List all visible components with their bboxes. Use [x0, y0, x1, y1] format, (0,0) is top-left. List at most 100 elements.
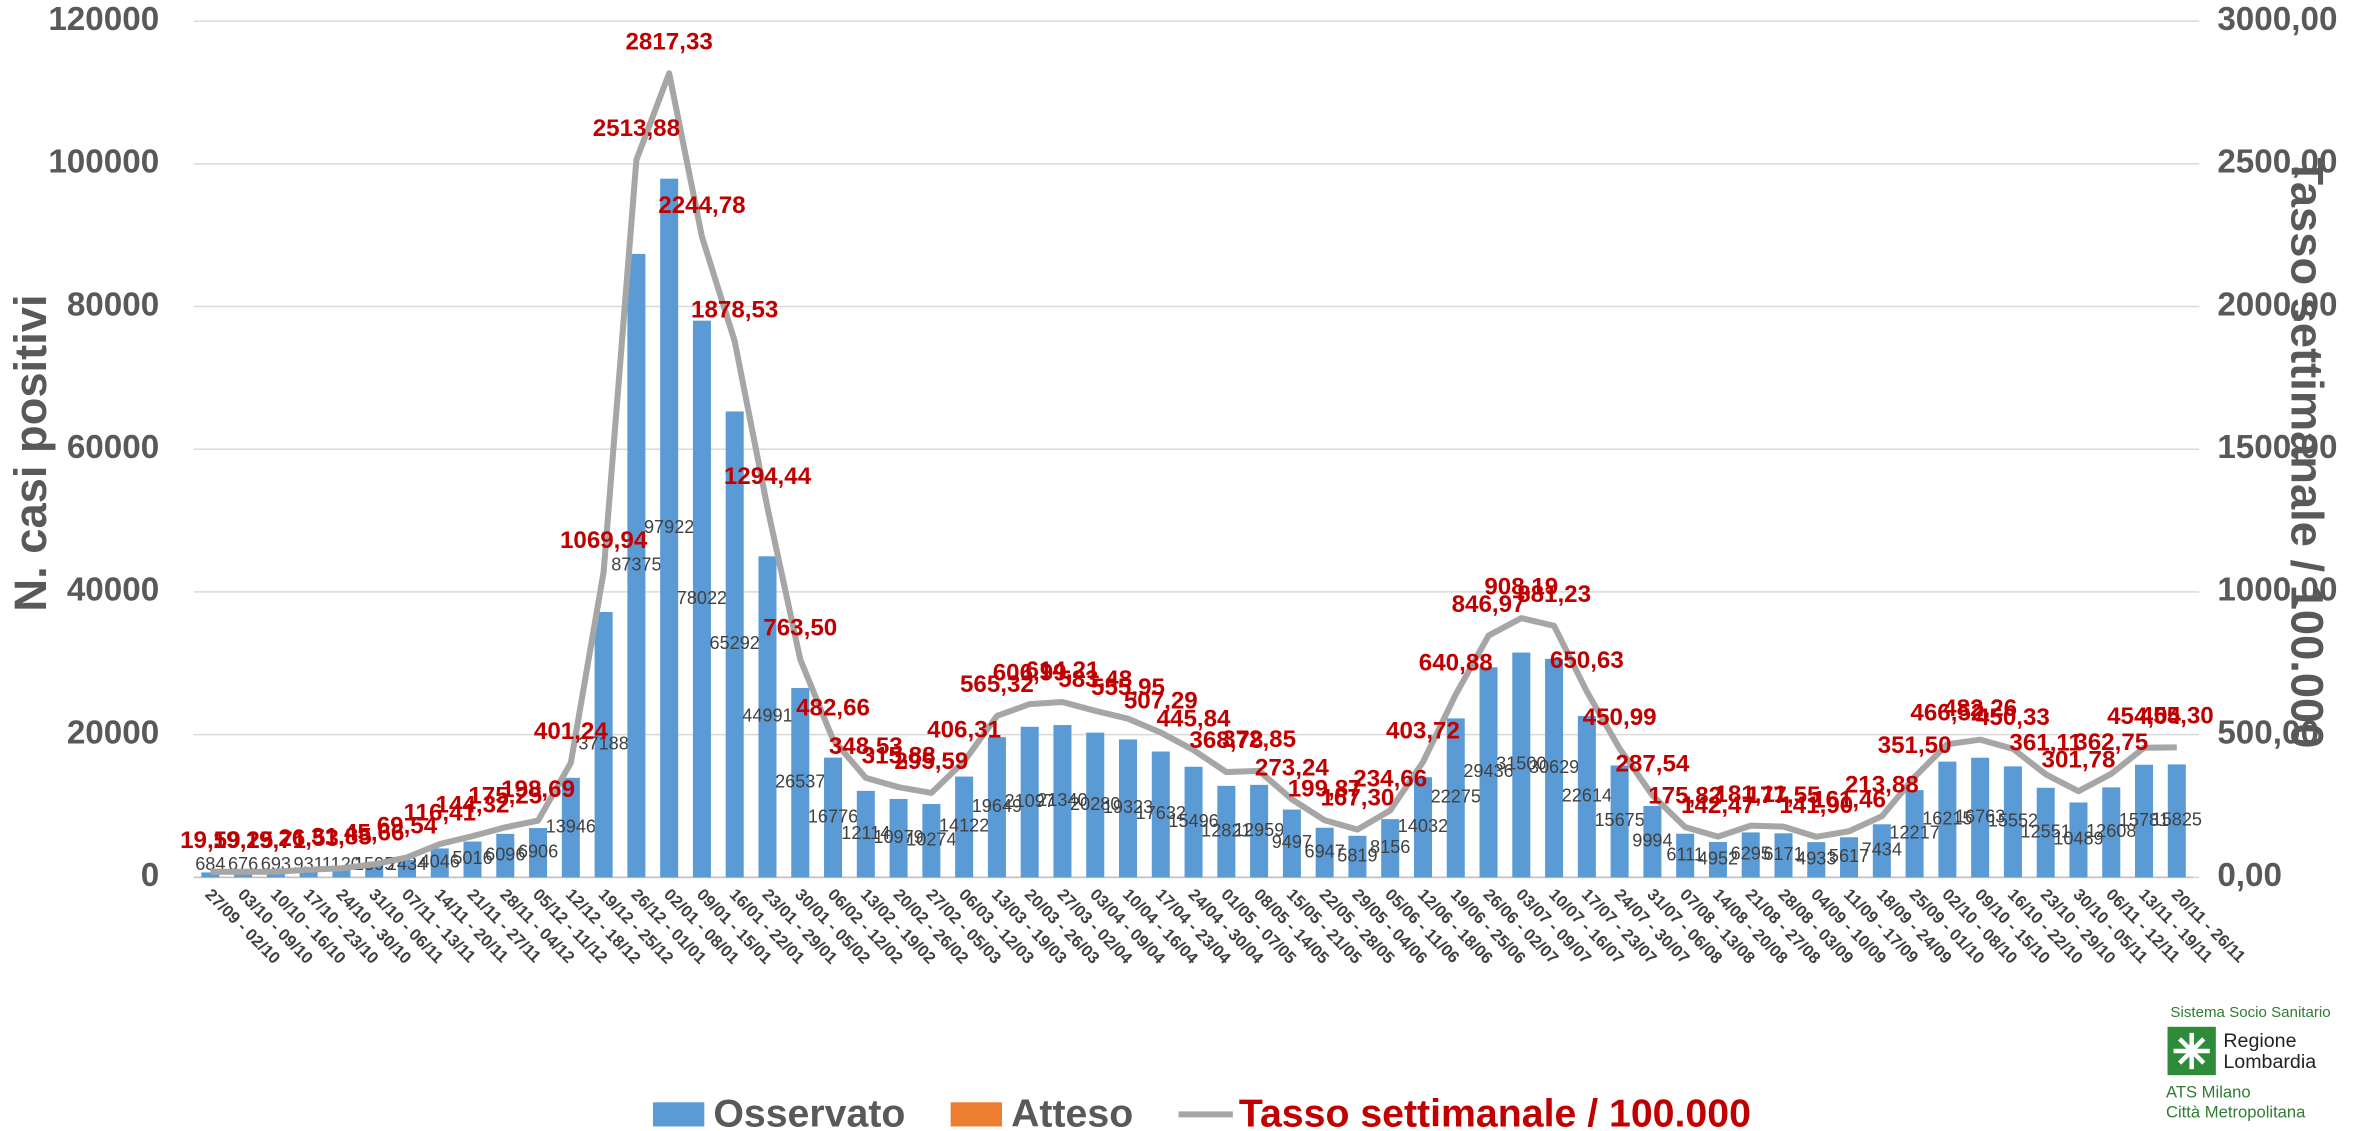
bar-value-label: 12608: [2086, 821, 2136, 841]
y2-tick-label: 3000,00: [2217, 1, 2337, 38]
y-tick-label: 0: [141, 857, 159, 894]
bar-value-label: 4952: [1698, 848, 1738, 868]
legend-label: Osservato: [713, 1091, 905, 1131]
legend-label: Atteso: [1011, 1091, 1133, 1131]
bar-value-label: 19323: [1103, 797, 1153, 817]
bar-value-label: 12821: [1201, 820, 1251, 840]
bar: [1512, 652, 1531, 878]
bar: [1217, 785, 1236, 878]
bar: [1938, 761, 1957, 878]
bar: [496, 833, 515, 878]
bar: [1282, 809, 1301, 878]
y-axis-title: N. casi positivi: [5, 294, 56, 611]
bar-value-label: 12551: [2021, 821, 2071, 841]
line-value-label: 466,52: [1910, 699, 1984, 726]
bar: [1151, 751, 1170, 878]
bar: [725, 411, 744, 878]
line-value-label: 315,88: [862, 742, 936, 769]
line-value-label: 19,71: [246, 827, 306, 854]
line-value-label: 445,84: [1157, 705, 1231, 732]
bar-value-label: 13946: [546, 816, 596, 836]
bar: [758, 556, 777, 878]
bar: [299, 870, 318, 878]
bar: [1971, 757, 1990, 878]
line-value-label: 406,31: [927, 717, 1001, 744]
bar: [660, 178, 679, 878]
legend-swatch: [652, 1102, 705, 1127]
y-tick-label: 40000: [67, 572, 159, 609]
y-tick-label: 100000: [48, 144, 159, 181]
bar-value-label: 16763: [1955, 806, 2005, 826]
bar-value-label: 14122: [939, 816, 989, 836]
bar: [2102, 787, 2121, 878]
y2-tick-label: 2000,00: [2217, 286, 2337, 323]
line-value-label: 455,30: [2140, 703, 2214, 730]
line-value-label: 507,29: [1124, 688, 1198, 715]
line-value-label: 198,69: [501, 776, 575, 803]
logo-sub: Città Metropolitana: [2166, 1102, 2306, 1121]
bar: [1643, 806, 1662, 878]
line-value-label: 69,54: [377, 813, 438, 840]
y-tick-label: 80000: [67, 286, 159, 323]
line-value-label: 161,46: [1812, 786, 1886, 813]
bar: [2167, 764, 2186, 878]
bar: [430, 848, 449, 878]
line-value-label: 45,66: [344, 819, 404, 846]
line-value-label: 614,21: [1026, 657, 1100, 684]
bar: [1840, 837, 1859, 878]
bar-value-label: 26537: [775, 771, 825, 791]
line-value-label: 583,48: [1058, 666, 1132, 693]
logo-top: Sistema Socio Sanitario: [2170, 1004, 2330, 1021]
bar-value-label: 15781: [2119, 810, 2169, 830]
y2-axis-title: Tasso settimanale / 100.000: [2281, 158, 2332, 749]
line-value-label: 295,59: [894, 748, 968, 775]
bar: [1610, 765, 1629, 878]
legend-swatch: [950, 1102, 1003, 1127]
line-value-label: 881,23: [1517, 581, 1591, 608]
line-value-label: 351,50: [1878, 732, 1952, 759]
bar: [1315, 827, 1334, 878]
line-value-label: 144,32: [436, 791, 510, 818]
bar: [955, 776, 974, 878]
bar-value-label: 6171: [1763, 844, 1803, 864]
bar-value-label: 37188: [578, 733, 628, 753]
bar: [1446, 718, 1465, 878]
bar: [824, 757, 843, 878]
bar: [856, 790, 875, 878]
logo: Sistema Socio Sanitario Regione Lombardi…: [2166, 1004, 2331, 1121]
bar-value-label: 29436: [1463, 761, 1513, 781]
logo-name: Regione: [2223, 1030, 2296, 1052]
line-value-label: 234,66: [1353, 766, 1427, 793]
line-value-label: 565,32: [960, 671, 1034, 698]
line-value-label: 31,85: [311, 823, 371, 850]
bar: [2069, 802, 2088, 878]
line-value-label: 301,78: [2042, 746, 2116, 773]
bar: [201, 872, 220, 878]
bar: [1807, 842, 1826, 878]
line-value-label: 348,53: [829, 733, 903, 760]
bar-value-label: 14032: [1398, 816, 1448, 836]
bar-value-label: 22614: [1562, 785, 1612, 805]
line-value-label: 2244,78: [658, 192, 745, 219]
line-value-label: 650,63: [1550, 647, 1624, 674]
line-value-label: 450,33: [1976, 704, 2050, 731]
y-tick-label: 20000: [67, 714, 159, 751]
line-value-label: 482,26: [1943, 695, 2017, 722]
bar-value-label: 15552: [1988, 811, 2038, 831]
bar-value-label: 5819: [1337, 845, 1377, 865]
bar-value-label: 6947: [1305, 841, 1345, 861]
bar: [791, 687, 810, 878]
bar-value-label: 16776: [808, 806, 858, 826]
bar: [365, 865, 384, 878]
y2-tick-label: 1500,00: [2217, 429, 2337, 466]
bar: [922, 804, 941, 878]
line-value-label: 213,88: [1845, 771, 1919, 798]
bar: [2003, 766, 2022, 878]
legend-label: Tasso settimanale / 100.000: [1239, 1091, 1751, 1131]
bar-value-label: 6096: [485, 844, 525, 864]
bar-value-label: 16215: [1922, 808, 1972, 828]
bar: [2036, 787, 2055, 878]
bar: [1545, 658, 1564, 878]
bar-value-label: 20280: [1070, 794, 1120, 814]
